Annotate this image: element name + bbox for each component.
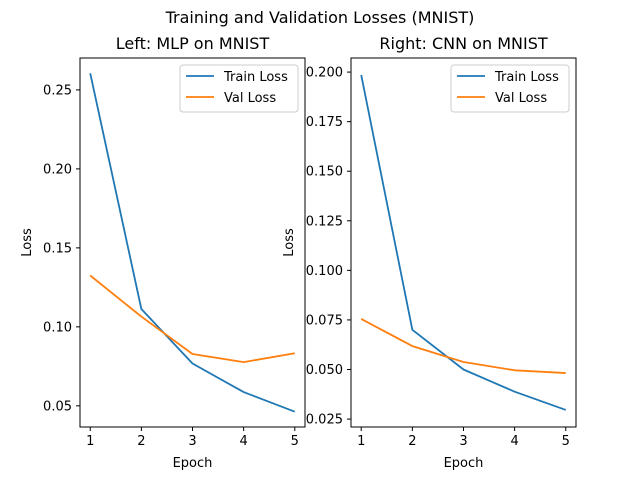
x-axis-label-left: Epoch: [173, 456, 213, 471]
x-axis-label-right: Epoch: [444, 456, 484, 471]
x-tick-label-left: 4: [239, 434, 247, 449]
legend-label-val-right: Val Loss: [495, 91, 547, 106]
y-tick-label-left: 0.25: [43, 83, 72, 98]
subplot-left: 1 2 3 4 5 0.05 0.10 0.15 0.20 0.25 Left: MLP on …: [20, 34, 306, 471]
legend-left: Train Loss Val Loss: [179, 64, 299, 113]
x-tick-label-right: 2: [408, 434, 416, 449]
series-line-train-right: [360, 74, 567, 411]
y-tick-label-right: 0.050: [306, 363, 343, 378]
x-tick-label-right: 5: [562, 434, 570, 449]
subplot-title-right: Right: CNN on MNIST: [379, 34, 547, 53]
x-ticks-right: 1 2 3 4 5: [357, 427, 570, 449]
y-tick-label-right: 0.200: [306, 66, 343, 81]
x-tick-label-left: 1: [86, 434, 94, 449]
plot-area-left: [80, 58, 305, 427]
y-tick-label-left: 0.15: [43, 241, 72, 256]
legend-label-val-left: Val Loss: [224, 91, 276, 106]
x-tick-label-right: 1: [357, 434, 365, 449]
lines-left: [89, 73, 296, 413]
y-tick-label-left: 0.20: [43, 162, 72, 177]
legend-label-train-left: Train Loss: [223, 70, 288, 85]
series-line-train-left: [89, 73, 296, 413]
x-tick-label-right: 3: [459, 434, 467, 449]
legend-right: Train Loss Val Loss: [450, 64, 570, 113]
plot-area-right: [351, 58, 576, 427]
y-tick-label-right: 0.100: [306, 264, 343, 279]
subplot-right: 1 2 3 4 5 0.025 0.050 0.075 0.100 0.125 0.150 0.17…: [282, 34, 577, 471]
y-tick-label-right: 0.175: [306, 115, 343, 130]
y-tick-label-left: 0.10: [43, 320, 72, 335]
x-tick-label-left: 2: [137, 434, 145, 449]
x-tick-label-right: 4: [510, 434, 518, 449]
x-ticks-left: 1 2 3 4 5: [86, 427, 299, 449]
y-tick-label-right: 0.025: [306, 413, 343, 428]
lines-right: [360, 74, 567, 411]
y-tick-label-left: 0.05: [43, 399, 72, 414]
y-tick-label-right: 0.150: [306, 165, 343, 180]
y-axis-label-right: Loss: [282, 228, 297, 257]
series-line-val-right: [360, 318, 566, 374]
figure-suptitle: Training and Validation Losses (MNIST): [165, 8, 475, 27]
subplot-title-left: Left: MLP on MNIST: [116, 34, 270, 53]
series-line-val-left: [89, 274, 295, 363]
y-tick-label-right: 0.075: [306, 313, 343, 328]
x-tick-label-left: 5: [291, 434, 299, 449]
y-ticks-right: 0.025 0.050 0.075 0.100 0.125 0.150 0.175 0.200: [306, 66, 351, 428]
legend-label-train-right: Train Loss: [494, 70, 559, 85]
y-axis-label-left: Loss: [20, 228, 35, 257]
y-tick-label-right: 0.125: [306, 214, 343, 229]
y-ticks-left: 0.05 0.10 0.15 0.20 0.25: [43, 83, 80, 414]
x-tick-label-left: 3: [188, 434, 196, 449]
